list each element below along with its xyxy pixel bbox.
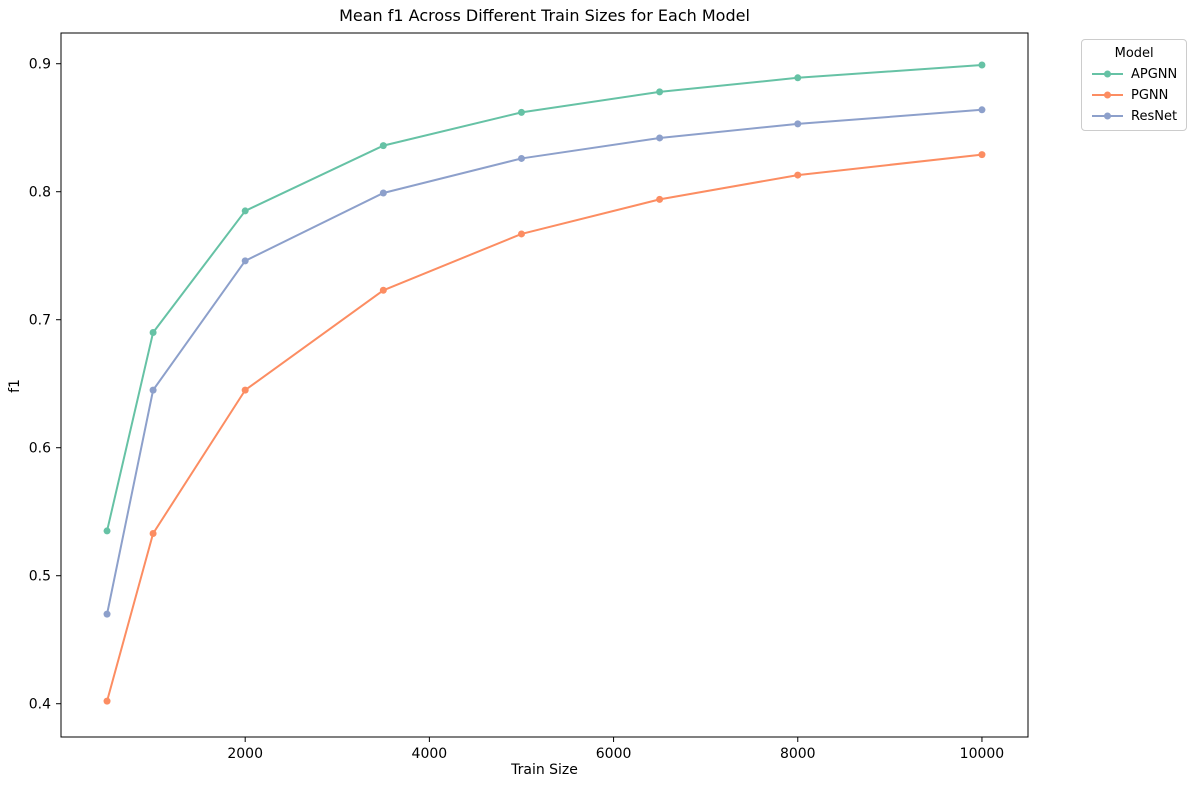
legend-entry-pgnn: PGNN bbox=[1091, 87, 1177, 103]
data-point-apgnn bbox=[978, 61, 986, 69]
data-point-pgnn bbox=[794, 171, 802, 179]
data-point-resnet bbox=[794, 120, 802, 128]
chart-title: Mean f1 Across Different Train Sizes for… bbox=[339, 6, 750, 25]
y-tick-label: 0.8 bbox=[29, 185, 51, 201]
data-point-resnet bbox=[149, 386, 157, 394]
legend-label: PGNN bbox=[1131, 87, 1169, 103]
data-point-apgnn bbox=[241, 207, 249, 215]
data-point-resnet bbox=[656, 134, 664, 142]
data-point-apgnn bbox=[656, 88, 664, 96]
legend-title: Model bbox=[1114, 46, 1154, 61]
data-point-pgnn bbox=[241, 386, 249, 394]
data-point-resnet bbox=[978, 106, 986, 114]
legend: Model APGNN PGNN ResNet bbox=[1081, 39, 1188, 131]
y-tick-label: 0.5 bbox=[29, 569, 51, 585]
x-tick-label: 4000 bbox=[412, 746, 448, 762]
legend-entries: APGNN PGNN ResNet bbox=[1091, 66, 1178, 124]
legend-entry-apgnn: APGNN bbox=[1091, 66, 1178, 82]
data-point-pgnn bbox=[103, 697, 111, 705]
series-line-apgnn bbox=[106, 64, 983, 532]
data-point-pgnn bbox=[978, 151, 986, 159]
data-point-pgnn bbox=[517, 230, 525, 238]
data-point-pgnn bbox=[656, 195, 664, 203]
x-tick-label: 2000 bbox=[227, 746, 263, 762]
legend-label: ResNet bbox=[1131, 108, 1178, 124]
data-point-pgnn bbox=[149, 529, 157, 537]
series-line-pgnn bbox=[106, 153, 983, 703]
data-point-resnet bbox=[517, 154, 525, 162]
y-tick-label: 0.4 bbox=[29, 697, 51, 713]
data-point-apgnn bbox=[103, 527, 111, 535]
plot-border bbox=[60, 32, 1029, 738]
data-point-resnet bbox=[241, 257, 249, 265]
data-point-apgnn bbox=[517, 108, 525, 116]
legend-entry-resnet: ResNet bbox=[1091, 108, 1178, 124]
y-tick-label: 0.9 bbox=[29, 57, 51, 73]
legend-marker-icon bbox=[1092, 70, 1123, 78]
x-tick-label: 8000 bbox=[780, 746, 816, 762]
data-point-apgnn bbox=[149, 329, 157, 337]
y-axis-label: f1 bbox=[7, 379, 23, 393]
data-point-apgnn bbox=[794, 74, 802, 82]
legend-marker-icon bbox=[1092, 112, 1123, 120]
data-point-resnet bbox=[103, 610, 111, 618]
legend-label: APGNN bbox=[1131, 66, 1178, 82]
x-tick-label: 6000 bbox=[596, 746, 632, 762]
x-axis-label: Train Size bbox=[511, 762, 578, 778]
series-line-resnet bbox=[106, 108, 983, 616]
data-point-resnet bbox=[379, 189, 387, 197]
data-point-apgnn bbox=[379, 142, 387, 150]
y-tick-label: 0.7 bbox=[29, 313, 51, 329]
data-point-pgnn bbox=[379, 286, 387, 294]
x-tick-label: 10000 bbox=[960, 746, 1005, 762]
y-tick-label: 0.6 bbox=[29, 441, 51, 457]
legend-marker-icon bbox=[1092, 91, 1123, 99]
